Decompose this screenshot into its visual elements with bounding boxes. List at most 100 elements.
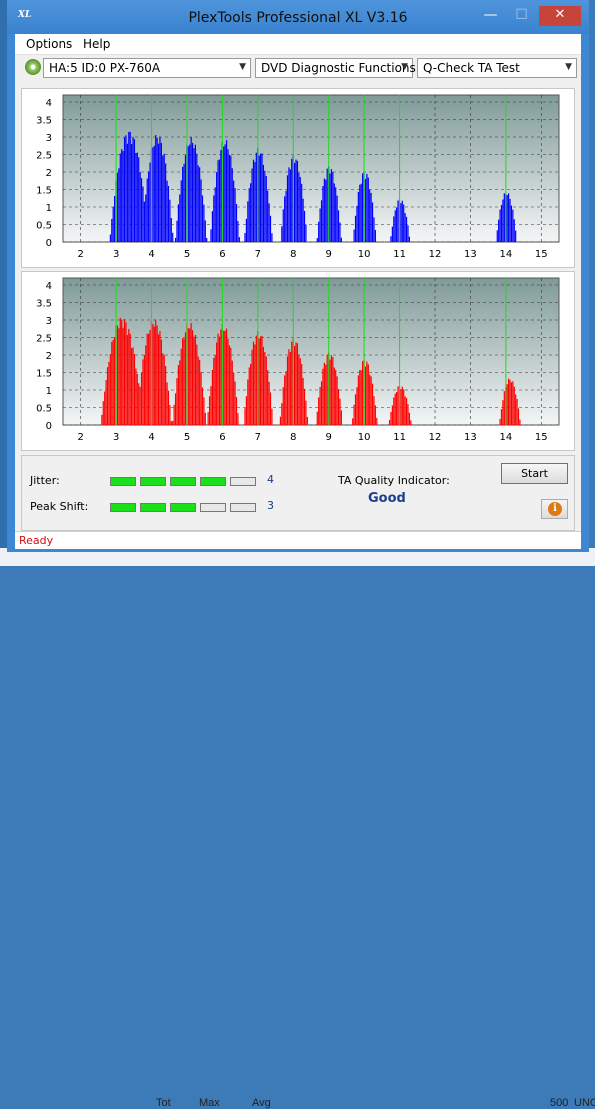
histogram-bar xyxy=(291,341,293,425)
function-select[interactable]: DVD Diagnostic Functions ▼ xyxy=(255,58,416,78)
x-tick-label: 3 xyxy=(113,432,119,443)
histogram-bar xyxy=(203,397,205,425)
x-tick-label: 4 xyxy=(148,249,154,260)
test-select[interactable]: Q-Check TA Test ▼ xyxy=(417,58,577,78)
y-tick-label: 0.5 xyxy=(36,221,52,232)
histogram-bar xyxy=(208,396,211,425)
histogram-bar xyxy=(116,173,119,242)
histogram-bar xyxy=(356,205,358,242)
histogram-bar xyxy=(284,196,286,242)
histogram-bar xyxy=(172,232,174,242)
histogram-bar xyxy=(118,328,120,425)
histogram-bar xyxy=(252,341,255,425)
histogram-bar xyxy=(507,378,510,425)
histogram-bar xyxy=(170,217,172,242)
histogram-bar xyxy=(245,396,248,425)
app-logo-icon: XL xyxy=(18,10,32,20)
level-segment xyxy=(170,503,196,512)
histogram-bar xyxy=(364,179,367,242)
x-tick-label: 11 xyxy=(393,432,406,443)
histogram-bar xyxy=(118,168,120,242)
histogram-bar xyxy=(173,404,175,425)
x-tick-label: 12 xyxy=(429,432,442,443)
histogram-bar xyxy=(333,183,335,242)
histogram-bar xyxy=(509,379,511,425)
histogram-bar xyxy=(248,188,250,242)
histogram-bar xyxy=(405,216,408,242)
histogram-bar xyxy=(119,153,121,242)
histogram-bar xyxy=(502,400,504,425)
histogram-bar xyxy=(357,375,359,425)
histogram-bar xyxy=(112,206,114,242)
histogram-bar xyxy=(506,384,508,425)
histogram-bar xyxy=(323,178,325,242)
histogram-bar xyxy=(187,328,189,425)
histogram-bar xyxy=(285,371,287,425)
histogram-bar xyxy=(244,408,246,425)
histogram-bar xyxy=(510,382,513,425)
start-button[interactable]: Start xyxy=(501,463,568,484)
histogram-bar xyxy=(510,205,513,242)
chevron-down-icon: ▼ xyxy=(401,62,408,72)
histogram-bar xyxy=(366,361,368,425)
x-tick-label: 15 xyxy=(535,432,548,443)
histogram-bar xyxy=(160,142,162,242)
menu-help[interactable]: Help xyxy=(83,37,111,51)
histogram-bar xyxy=(254,344,256,425)
histogram-bar xyxy=(268,381,270,425)
x-tick-label: 7 xyxy=(255,432,261,443)
histogram-bar xyxy=(143,201,145,242)
histogram-bar xyxy=(513,386,515,425)
histogram-bar xyxy=(354,394,357,425)
histogram-bar xyxy=(132,347,134,425)
histogram-bar xyxy=(393,397,395,425)
histogram-bar xyxy=(152,147,154,242)
histogram-bar xyxy=(251,349,253,425)
histogram-bar xyxy=(106,367,109,425)
histogram-bar xyxy=(169,404,171,425)
histogram-bar xyxy=(506,194,508,242)
histogram-bar xyxy=(211,369,213,425)
close-button[interactable]: ✕ xyxy=(539,6,581,26)
histogram-bar xyxy=(218,336,221,425)
histogram-bar xyxy=(400,389,402,425)
y-tick-label: 3.5 xyxy=(36,299,52,310)
minimize-button[interactable]: — xyxy=(483,7,498,23)
histogram-bar xyxy=(373,396,375,425)
histogram-bar xyxy=(179,194,181,242)
histogram-bar xyxy=(225,328,228,425)
x-tick-label: 10 xyxy=(358,249,371,260)
histogram-bar xyxy=(114,196,116,242)
histogram-bar xyxy=(397,200,399,242)
histogram-bar xyxy=(282,209,284,242)
title-bar[interactable]: XL PlexTools Professional XL V3.16 — ☐ ✕ xyxy=(7,0,589,34)
histogram-bar xyxy=(148,333,150,425)
histogram-bar xyxy=(104,391,106,425)
histogram-bar xyxy=(262,164,265,242)
client-area: Options Help HA:5 ID:0 PX-760A ▼ DVD Dia… xyxy=(15,34,581,549)
histogram-bar xyxy=(279,416,282,425)
histogram-bar xyxy=(397,386,399,425)
menu-options[interactable]: Options xyxy=(26,37,73,51)
histogram-bar xyxy=(500,204,503,242)
histogram-bar xyxy=(339,398,341,425)
drive-select[interactable]: HA:5 ID:0 PX-760A ▼ xyxy=(43,58,251,78)
y-tick-label: 0 xyxy=(46,238,52,249)
histogram-bar xyxy=(184,332,187,425)
histogram-bar xyxy=(193,148,195,242)
histogram-bar xyxy=(319,386,321,425)
histogram-bar xyxy=(519,419,521,425)
histogram-bar xyxy=(503,391,505,425)
histogram-bar xyxy=(230,347,232,425)
histogram-bar xyxy=(281,226,283,242)
histogram-bar xyxy=(515,230,517,242)
histogram-bar xyxy=(366,173,368,242)
histogram-bar xyxy=(109,354,111,425)
maximize-button[interactable]: ☐ xyxy=(515,7,528,23)
histogram-bar xyxy=(296,160,299,242)
histogram-bar xyxy=(230,155,232,242)
x-tick-label: 6 xyxy=(219,432,225,443)
histogram-bar xyxy=(322,186,324,242)
status-text: Ready xyxy=(19,534,54,547)
info-button[interactable]: i xyxy=(541,499,568,519)
